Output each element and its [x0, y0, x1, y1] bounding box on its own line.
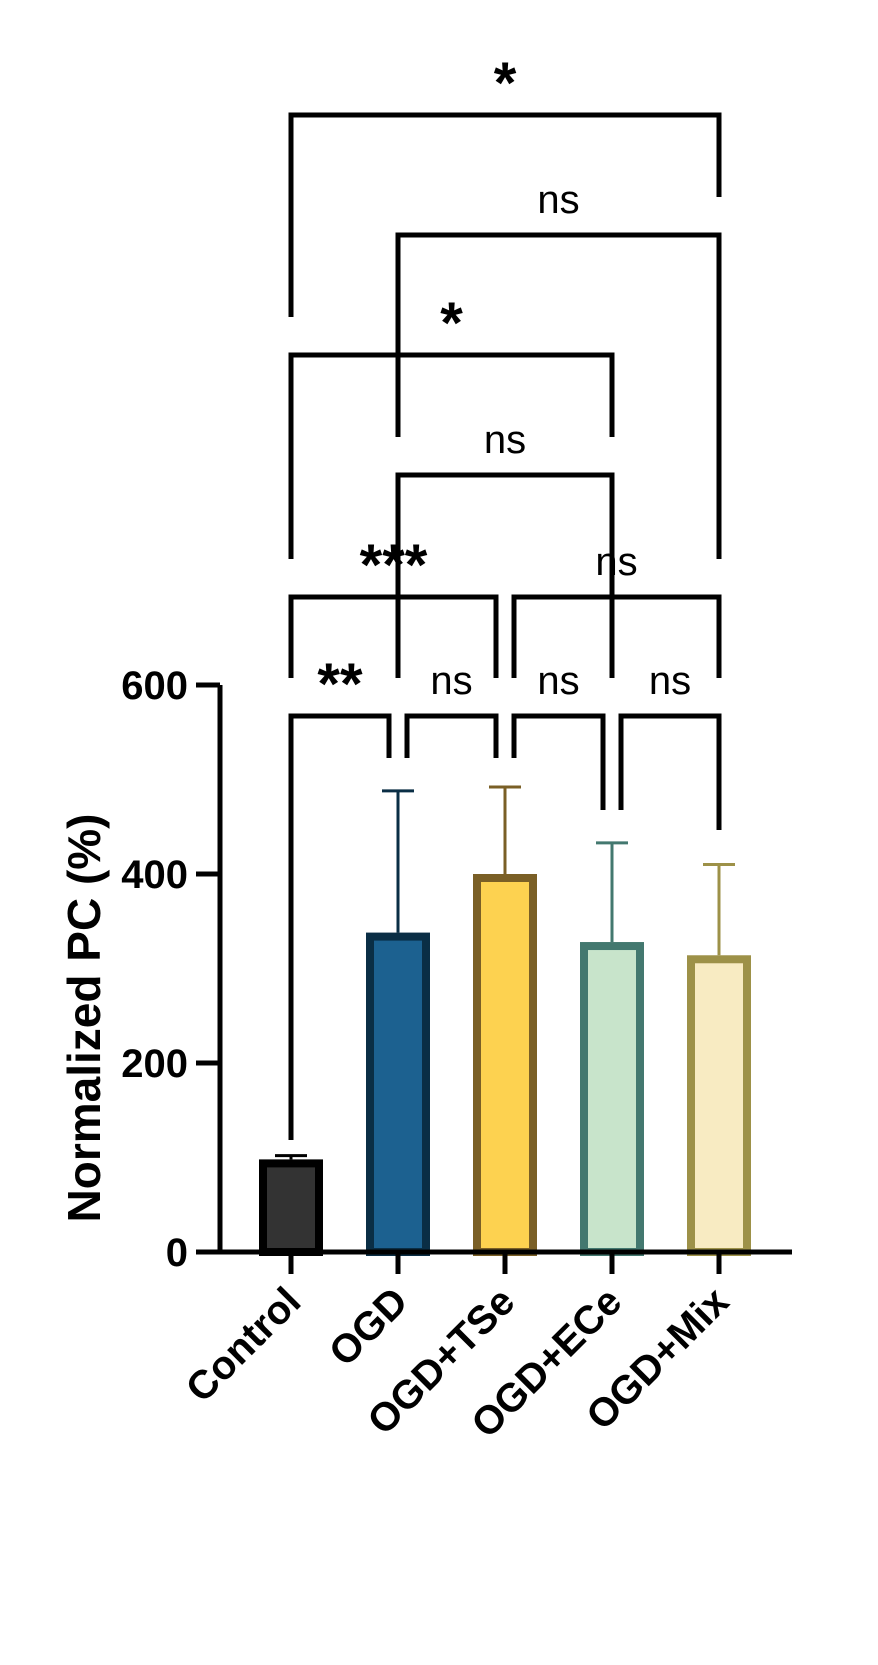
significance-bracket: ns [511, 659, 606, 810]
significance-bracket: * [288, 291, 615, 559]
significance-bracket: * [288, 51, 722, 317]
y-axis-label: Normalized PC (%) [58, 814, 110, 1223]
significance-bracket: ns [618, 659, 722, 830]
bar-ogd-tse [473, 874, 537, 1256]
bars-layer [259, 874, 751, 1257]
significance-bracket-line [288, 713, 392, 1140]
bar-control [259, 1159, 323, 1257]
y-tick-label-600: 600 [121, 664, 188, 708]
significance-bracket-line [395, 232, 722, 559]
significance-label: ns [649, 659, 691, 703]
significance-label: ns [595, 540, 637, 584]
x-tick-label-control: Control [178, 1279, 310, 1411]
significance-bracket-line [288, 594, 499, 678]
significance-label: ** [317, 652, 363, 717]
significance-label: ns [484, 418, 526, 462]
significance-bracket: ns [404, 659, 499, 758]
significance-bracket-line [404, 713, 499, 758]
significance-bracket-line [395, 472, 615, 678]
y-tick-label-400: 400 [121, 853, 188, 897]
error-bar-ogd-ece [596, 841, 628, 943]
bar-ogd-mix [687, 955, 751, 1257]
y-tick-label-200: 200 [121, 1042, 188, 1086]
significance-label: *** [360, 533, 428, 598]
significance-label: ns [537, 178, 579, 222]
error-bars-layer [275, 785, 735, 1160]
bar-ogd [366, 932, 430, 1257]
significance-label: * [440, 291, 463, 356]
y-tick-label-0: 0 [166, 1231, 188, 1275]
significance-label: ns [430, 659, 472, 703]
x-tick-label-ogd: OGD [321, 1279, 417, 1375]
significance-label: ns [537, 659, 579, 703]
significance-bracket-line [618, 713, 722, 830]
error-bar-ogd-mix [703, 863, 735, 956]
significance-bracket: ns [395, 418, 615, 678]
significance-layer: ** ns ns ns *** ns ns * ns * [288, 51, 722, 1140]
error-bar-control [275, 1154, 307, 1160]
significance-label: * [494, 51, 517, 116]
significance-bracket: *** [288, 533, 499, 678]
significance-bracket-line [511, 594, 722, 678]
significance-bracket: ns [511, 540, 722, 678]
significance-bracket: ns [395, 178, 722, 559]
error-bar-ogd-tse [489, 785, 521, 874]
bar-ogd-ece [580, 942, 644, 1256]
significance-bracket-line [288, 352, 615, 559]
significance-bracket-line [288, 112, 722, 317]
significance-bracket: ** [288, 652, 392, 1140]
significance-bracket-line [511, 713, 606, 810]
error-bar-ogd [382, 789, 414, 933]
